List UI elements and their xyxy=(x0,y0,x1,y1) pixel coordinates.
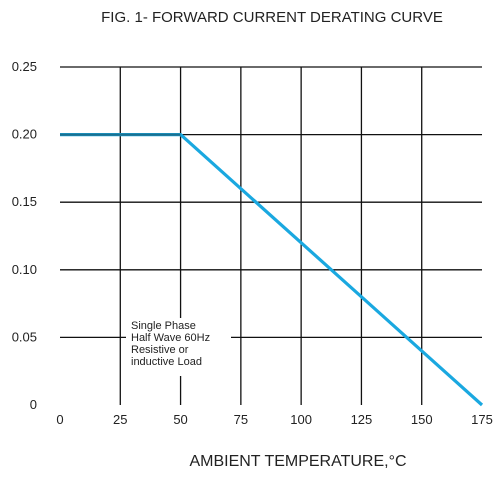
annotation-line: Single Phase xyxy=(131,320,196,332)
series-layer xyxy=(60,133,484,407)
x-tick-label: 75 xyxy=(234,412,248,427)
x-tick-label: 100 xyxy=(290,412,312,427)
annotation-line: Half Wave 60Hz xyxy=(131,332,210,344)
x-tick-label: 125 xyxy=(351,412,373,427)
x-tick-label: 50 xyxy=(173,412,187,427)
grid xyxy=(60,66,482,405)
x-tick-label: 25 xyxy=(113,412,127,427)
x-axis-label: AMBIENT TEMPERATURE,°C xyxy=(189,453,406,470)
annotation-line: inductive Load xyxy=(131,356,202,368)
x-tick-label: 175 xyxy=(471,412,493,427)
x-tick-labels: 0 25 50 75 100 125 150 175 xyxy=(56,412,492,427)
y-tick-label: 0.10 xyxy=(12,262,37,277)
y-tick-labels: 0 0.05 0.10 0.15 0.20 0.25 xyxy=(12,59,37,412)
annotation-line: Resistive or xyxy=(131,344,189,356)
y-tick-label: 0 xyxy=(30,397,37,412)
y-tick-label: 0.25 xyxy=(12,59,37,74)
y-tick-label: 0.05 xyxy=(12,329,37,344)
y-tick-label: 0.20 xyxy=(12,127,37,142)
annotation-background xyxy=(126,318,231,376)
y-tick-label: 0.15 xyxy=(12,194,37,209)
x-tick-label: 150 xyxy=(411,412,433,427)
x-tick-label: 0 xyxy=(56,412,63,427)
chart-title: FIG. 1- FORWARD CURRENT DERATING CURVE xyxy=(101,9,443,26)
